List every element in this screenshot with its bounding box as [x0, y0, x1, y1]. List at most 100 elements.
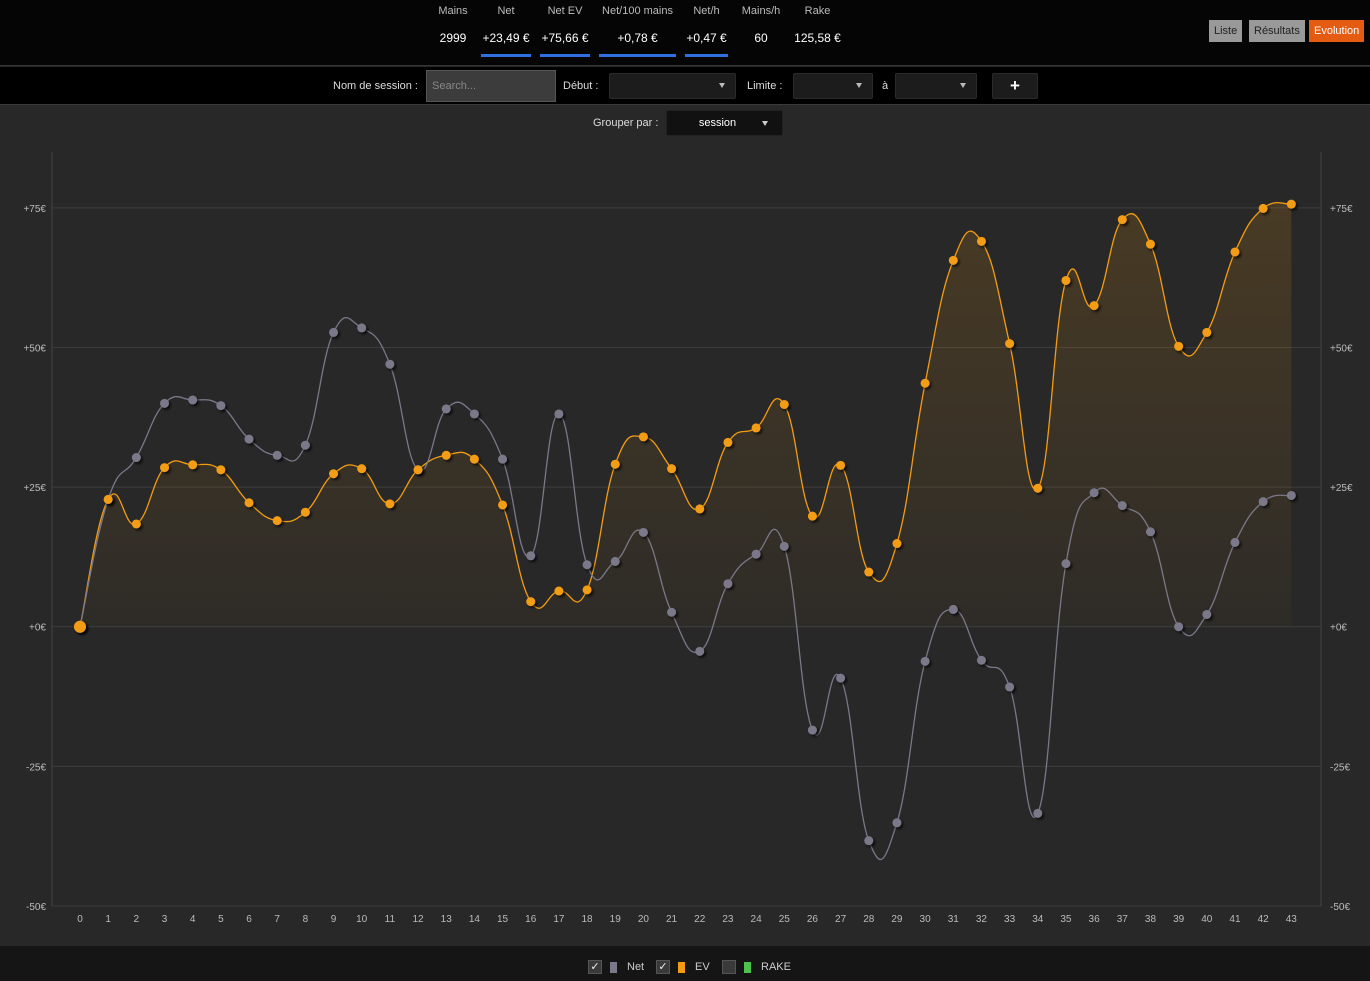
ev-point	[836, 460, 846, 470]
stat-value: 60	[754, 31, 768, 45]
group-by-dropdown[interactable]: session	[666, 110, 783, 136]
x-tick-label: 1	[105, 914, 111, 925]
limit-from-dropdown[interactable]	[793, 73, 873, 99]
stat-net[interactable]: Net +23,49 €	[481, 0, 531, 66]
y-tick-label-left: +75€	[23, 204, 46, 215]
ev-point	[244, 498, 254, 508]
ev-point	[807, 511, 817, 521]
net-point	[948, 604, 958, 614]
net-point	[695, 646, 705, 656]
ev-point	[103, 494, 113, 504]
ev-point	[976, 236, 986, 246]
ev-point	[1286, 199, 1296, 209]
x-tick-label: 9	[331, 914, 337, 925]
y-tick-label-right: +0€	[1330, 623, 1347, 634]
start-date-dropdown[interactable]	[609, 73, 736, 99]
net-point	[1145, 527, 1155, 537]
chevron-down-icon	[762, 121, 768, 126]
ev-point	[1005, 339, 1015, 349]
x-tick-label: 25	[779, 914, 791, 925]
y-tick-label-right: +50€	[1330, 343, 1353, 354]
x-tick-label: 12	[412, 914, 424, 925]
limit-label: Limite :	[747, 80, 783, 92]
x-tick-label: 15	[497, 914, 509, 925]
session-search-input[interactable]: Search...	[426, 70, 556, 102]
list-view-button[interactable]: Liste	[1209, 20, 1243, 42]
chevron-down-icon	[856, 83, 862, 88]
to-label: à	[882, 80, 889, 92]
ev-point	[1145, 239, 1155, 249]
ev-point	[554, 586, 564, 596]
rake-series-checkbox[interactable]	[722, 960, 736, 974]
x-tick-label: 3	[162, 914, 168, 925]
net-series-checkbox[interactable]: ✓	[588, 960, 602, 974]
ev-legend-label: EV	[695, 961, 710, 973]
x-tick-label: 11	[385, 914, 396, 925]
stat-mains: Mains 2999	[432, 0, 474, 66]
start-label: Début :	[563, 80, 599, 92]
ev-point	[441, 450, 451, 460]
net-color-swatch	[610, 962, 617, 973]
stat-label: Mains/h	[741, 5, 781, 17]
ev-point	[1061, 275, 1071, 285]
net-point	[1202, 609, 1212, 619]
ev-point	[723, 437, 733, 447]
evolution-view-button[interactable]: Evolution	[1309, 20, 1365, 42]
net-point	[160, 398, 170, 408]
add-filter-button[interactable]: +	[992, 73, 1038, 99]
y-tick-label-left: +50€	[23, 343, 46, 354]
ev-point	[469, 454, 479, 464]
ev-point	[329, 469, 339, 479]
ev-point	[300, 507, 310, 517]
net-point	[385, 359, 395, 369]
y-tick-label-left: -25€	[26, 762, 46, 773]
net-point	[976, 655, 986, 665]
stat-net-h[interactable]: Net/h +0,47 €	[685, 0, 728, 66]
limit-to-dropdown[interactable]	[895, 73, 977, 99]
x-tick-label: 22	[694, 914, 706, 925]
stat-underline	[599, 54, 676, 57]
ev-point	[160, 463, 170, 473]
x-tick-label: 26	[807, 914, 819, 925]
x-tick-label: 21	[666, 914, 678, 925]
net-point	[836, 673, 846, 683]
x-tick-label: 43	[1286, 914, 1298, 925]
x-tick-label: 41	[1229, 914, 1241, 925]
net-point	[920, 656, 930, 666]
chevron-down-icon	[960, 83, 966, 88]
evolution-chart: -50€ -50€ -25€ -25€ +0€ +0€ +25€ +25€ +50€ +50€ +7…	[23, 152, 1353, 925]
net-point	[1117, 501, 1127, 511]
stat-net-100[interactable]: Net/100 mains +0,78 €	[599, 0, 676, 66]
x-tick-label: 4	[190, 914, 196, 925]
results-view-button[interactable]: Résultats	[1249, 20, 1305, 42]
stat-mains-h: Mains/h 60	[738, 0, 784, 66]
stat-value: 125,58 €	[794, 31, 841, 45]
x-tick-label: 35	[1060, 914, 1072, 925]
session-name-label: Nom de session :	[333, 80, 418, 92]
rake-color-swatch	[744, 962, 751, 973]
net-point	[667, 607, 677, 617]
y-tick-label-right: +25€	[1330, 483, 1353, 494]
ev-series-checkbox[interactable]: ✓	[656, 960, 670, 974]
stat-net-ev[interactable]: Net EV +75,66 €	[540, 0, 590, 66]
net-point	[272, 450, 282, 460]
group-by-label: Grouper par :	[593, 117, 659, 129]
net-point	[1089, 488, 1099, 498]
x-tick-label: 5	[218, 914, 224, 925]
x-tick-label: 27	[835, 914, 847, 925]
stat-underline	[481, 54, 531, 57]
x-tick-label: 8	[303, 914, 309, 925]
x-tick-label: 0	[77, 914, 83, 925]
stat-label: Net	[497, 5, 515, 17]
x-tick-label: 2	[134, 914, 140, 925]
net-point	[1174, 622, 1184, 632]
x-tick-label: 33	[1004, 914, 1016, 925]
ev-point	[385, 499, 395, 509]
stat-rake: Rake 125,58 €	[790, 0, 845, 66]
ev-point	[272, 516, 282, 526]
x-tick-label: 38	[1145, 914, 1157, 925]
ev-point	[1174, 341, 1184, 351]
net-point	[498, 454, 508, 464]
ev-point	[864, 567, 874, 577]
ev-point	[638, 432, 648, 442]
